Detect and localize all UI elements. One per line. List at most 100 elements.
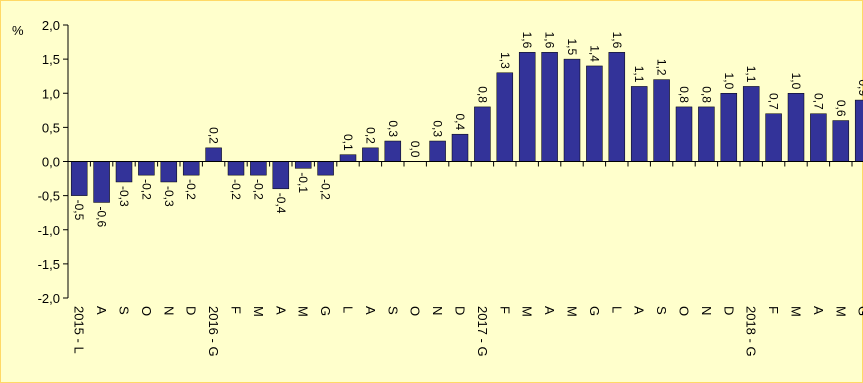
bar	[698, 106, 715, 162]
data-label: -0,2	[319, 179, 333, 200]
x-tick-label: G	[318, 306, 333, 316]
x-tick-label: A	[94, 306, 109, 315]
y-tick-label: 1,5	[42, 52, 60, 67]
y-tick-label: 2,0	[42, 18, 60, 33]
x-tick-label: O	[408, 306, 423, 316]
bar	[250, 161, 267, 176]
data-label: -0,2	[184, 179, 198, 200]
data-label: 1,2	[655, 59, 669, 76]
bar	[384, 140, 402, 162]
data-label: -0,5	[72, 200, 86, 221]
data-label: 1,0	[789, 73, 803, 90]
x-tick-label: 2018 - G	[744, 306, 759, 357]
bar	[115, 161, 133, 183]
y-tick-label: 1,0	[42, 86, 60, 101]
bar	[787, 93, 805, 162]
bar	[294, 161, 312, 169]
bar	[227, 161, 245, 176]
x-tick-label: O	[677, 306, 692, 316]
x-tick-label: S	[117, 306, 132, 315]
data-label: -0,2	[139, 179, 153, 200]
y-tick-label: -2,0	[38, 291, 60, 306]
y-tick-label: -1,5	[38, 257, 60, 272]
bar	[362, 147, 379, 162]
x-tick-label: F	[766, 306, 781, 314]
bar	[742, 86, 760, 162]
y-tick-label: 0,5	[42, 120, 60, 135]
bar	[630, 86, 648, 162]
bar	[138, 161, 155, 176]
data-label: 1,6	[520, 32, 534, 49]
bar	[496, 72, 514, 162]
x-tick-label: G	[856, 306, 863, 316]
bar	[586, 65, 603, 162]
data-label: -0,4	[274, 193, 288, 214]
x-tick-label: S	[654, 306, 669, 315]
data-label: 0,9	[856, 79, 863, 96]
bar	[70, 161, 88, 196]
y-tick-label: -1,0	[38, 223, 60, 238]
data-label: 0,3	[386, 120, 400, 137]
bar	[272, 161, 290, 190]
y-tick-label: -0,5	[38, 189, 60, 204]
bar	[832, 120, 850, 162]
data-label: -0,1	[296, 172, 310, 193]
data-label: 0,8	[699, 86, 713, 103]
x-tick-label: A	[363, 306, 378, 315]
x-tick-label: L	[609, 306, 624, 313]
bar	[518, 52, 536, 162]
data-label: 1,1	[744, 66, 758, 83]
x-tick-label: A	[811, 306, 826, 315]
data-label: 0,7	[767, 93, 781, 110]
x-tick-label: A	[273, 306, 288, 315]
data-label: -0,2	[229, 179, 243, 200]
x-tick-label: M	[565, 306, 580, 317]
data-label: -0,3	[162, 186, 176, 207]
bar	[854, 99, 863, 162]
data-label: 0,4	[453, 114, 467, 131]
x-tick-label: L	[341, 306, 356, 313]
data-labels: -0,5 -0,6-0,3 -0,2 -0,3 -0,20,2-0,2 -0,2-0,4-…	[72, 32, 863, 228]
x-tick-label: 2015 - L	[72, 306, 87, 354]
x-tick-label: A	[632, 306, 647, 315]
data-label: 0,2	[363, 127, 377, 144]
x-tick-label: G	[587, 306, 602, 316]
x-tick-label: M	[296, 306, 311, 317]
x-tick-label: M	[833, 306, 848, 317]
data-label: 1,6	[543, 32, 557, 49]
bar	[93, 161, 110, 203]
y-axis: -2,0 -1,5 -1,0 -0,5 0,0 0,5 1,0 1,5 2,0	[38, 18, 69, 306]
x-tick-label: D	[184, 306, 199, 315]
x-tick-label: F	[497, 306, 512, 314]
bar	[675, 106, 693, 162]
x-tick-label: D	[453, 306, 468, 315]
x-tick-label: N	[161, 306, 176, 315]
x-tick-label: O	[139, 306, 154, 316]
bar	[608, 52, 626, 162]
data-label: 0,0	[408, 141, 422, 158]
y-tick-label: 0,0	[42, 155, 60, 170]
bar	[451, 133, 469, 162]
x-tick-labels: 2015 - L A S O N D 2016 - G F M A M G L A S O N D 2017 - G…	[72, 306, 863, 357]
data-label: 0,3	[431, 120, 445, 137]
x-tick-label: S	[385, 306, 400, 315]
data-label: 0,2	[207, 127, 221, 144]
bar	[765, 113, 782, 162]
bar	[653, 79, 670, 162]
bar	[541, 52, 558, 162]
data-label: 0,6	[834, 100, 848, 117]
bar	[474, 106, 491, 162]
x-tick-label: N	[430, 306, 445, 315]
x-tick-label: M	[520, 306, 535, 317]
bar	[317, 161, 334, 176]
x-tick-label: M	[789, 306, 804, 317]
x-axis	[67, 161, 863, 167]
data-label: 0,8	[677, 86, 691, 103]
data-label: 0,8	[475, 86, 489, 103]
data-label: 1,3	[498, 52, 512, 69]
bar	[339, 154, 357, 162]
bar	[810, 113, 827, 162]
x-tick-label: N	[699, 306, 714, 315]
